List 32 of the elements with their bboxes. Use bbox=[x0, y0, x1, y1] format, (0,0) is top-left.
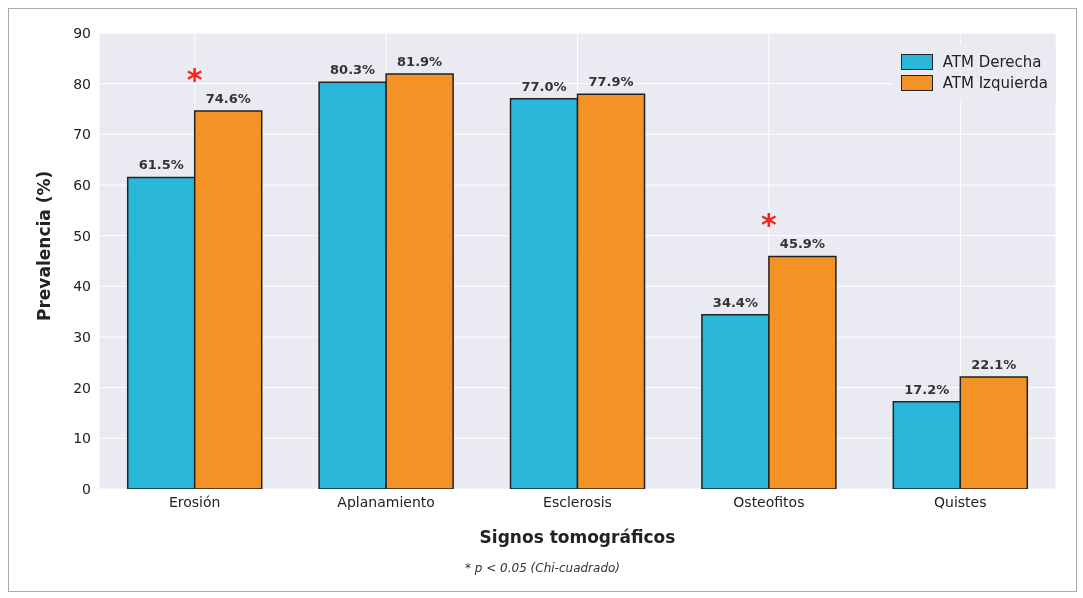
data-label: 77.0% bbox=[521, 78, 567, 94]
y-tick-label: 70 bbox=[73, 126, 91, 143]
data-label: 45.9% bbox=[779, 236, 825, 252]
data-label: 77.9% bbox=[588, 74, 634, 90]
x-tick-label: Osteofitos bbox=[733, 493, 805, 510]
x-axis-title: Signos tomográficos bbox=[479, 527, 676, 547]
y-tick-label: 40 bbox=[73, 278, 91, 295]
x-tick-label: Aplanamiento bbox=[337, 493, 435, 510]
data-label: 17.2% bbox=[904, 381, 950, 397]
data-label: 61.5% bbox=[138, 157, 184, 173]
data-label: 81.9% bbox=[397, 54, 443, 70]
y-tick-label: 30 bbox=[73, 328, 91, 345]
data-label: 22.1% bbox=[971, 357, 1017, 373]
legend-label: ATM Derecha bbox=[942, 53, 1042, 71]
y-tick-label: 50 bbox=[73, 227, 91, 244]
data-label: 80.3% bbox=[330, 62, 376, 78]
y-axis-title: Prevalencia (%) bbox=[34, 170, 55, 321]
text: * p < 0.05 (Chi-cuadrado) bbox=[463, 561, 622, 575]
y-tick-label: 90 bbox=[73, 24, 91, 41]
y-tick-label: 10 bbox=[73, 430, 91, 447]
y-tick-label: 60 bbox=[73, 176, 91, 193]
y-tick-label: 0 bbox=[82, 480, 91, 497]
data-label: 74.6% bbox=[205, 91, 251, 107]
data-label: 34.4% bbox=[712, 294, 758, 310]
annotation: * bbox=[761, 207, 778, 243]
annotation: * bbox=[186, 61, 203, 97]
y-tick-label: 80 bbox=[73, 75, 91, 92]
legend-label: ATM Izquierda bbox=[942, 74, 1048, 92]
x-tick-label: Esclerosis bbox=[543, 493, 612, 510]
x-tick-label: Erosión bbox=[168, 493, 221, 510]
x-tick-label: Quistes bbox=[934, 493, 987, 510]
y-tick-label: 20 bbox=[73, 379, 91, 396]
